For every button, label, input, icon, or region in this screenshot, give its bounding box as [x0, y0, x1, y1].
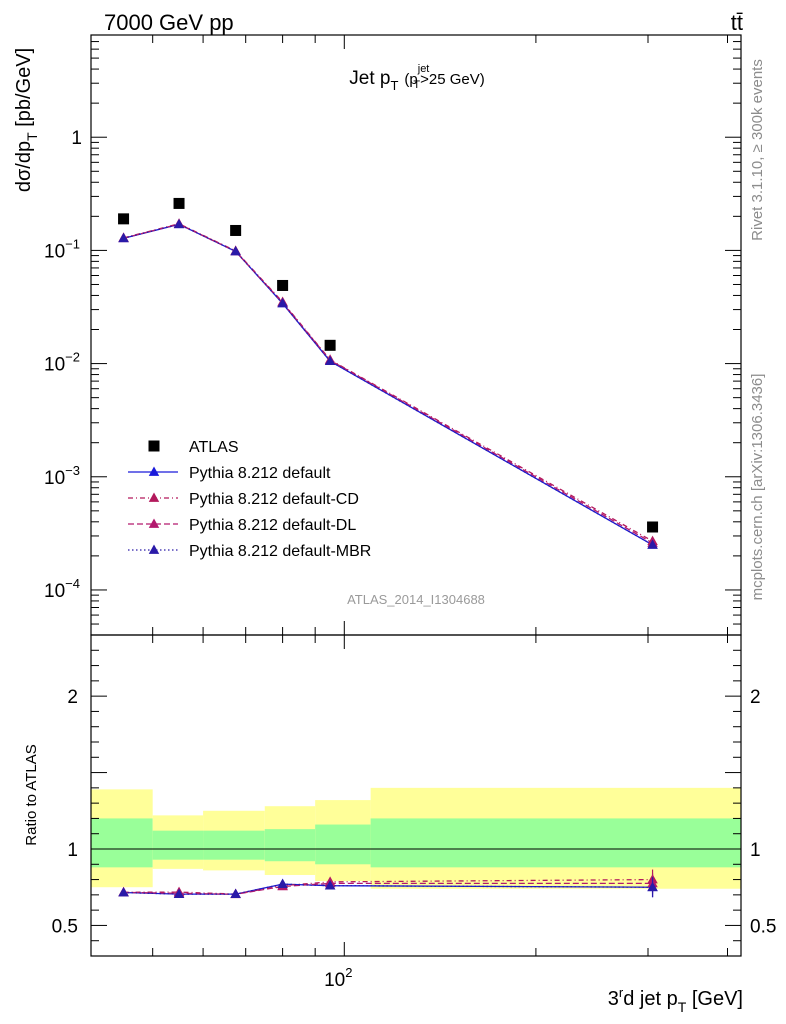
y-tick-label: 10−2 — [44, 350, 80, 376]
inner-uncertainty-band — [152, 830, 204, 860]
uncertainty-bands — [91, 787, 741, 889]
main-series-4-point — [647, 539, 658, 549]
legend-entry: Pythia 8.212 default-MBR — [128, 543, 371, 560]
ratio-series-3-point — [230, 888, 241, 898]
main-plot-series — [118, 197, 659, 549]
main-axis-ticks: 10−4 10−3 10−2 10−1 1 — [44, 34, 741, 636]
ratio-axis-ticks: 102 0.5 0.5 1 1 2 2 — [52, 635, 776, 991]
ratio-series-line-3 — [123, 883, 653, 895]
ratio-plot-series — [118, 869, 658, 899]
legend-label: Pythia 8.212 default-MBR — [189, 543, 371, 560]
x-axis-label: 3rd jet pT [GeV] — [608, 985, 743, 1015]
y-tick-label: 0.5 — [52, 916, 78, 937]
legend-triangle-marker — [148, 544, 160, 554]
y-tick-label-right: 2 — [750, 687, 761, 708]
header-process-label: tt̄ — [731, 10, 743, 35]
legend-entry: Pythia 8.212 default — [128, 465, 331, 482]
legend-triangle-marker — [148, 492, 160, 502]
main-series-4-point — [324, 355, 336, 366]
legend-label: ATLAS — [189, 439, 239, 456]
atlas-data-point — [277, 279, 289, 291]
legend-label: Pythia 8.212 default-DL — [189, 517, 356, 534]
inner-uncertainty-band — [91, 818, 153, 868]
y-tick-label-right: 1 — [750, 840, 761, 861]
ratio-series-3-point — [324, 880, 336, 890]
y-tick-label: 10−3 — [44, 463, 80, 489]
legend-label: Pythia 8.212 default — [189, 465, 331, 482]
ratio-series-3-point — [277, 878, 288, 889]
main-series-4-point — [118, 232, 129, 243]
legend: ATLAS Pythia 8.212 default Pythia 8.212 de… — [128, 439, 371, 560]
main-series-4-point — [277, 297, 288, 308]
inner-uncertainty-band — [264, 829, 316, 862]
mcplots-reference-label: mcplots.cern.ch [arXiv:1306.3436] — [749, 374, 766, 601]
ratio-series-line-2 — [123, 882, 653, 895]
y-tick-label: 10−4 — [44, 576, 80, 602]
y-tick-label-right: 0.5 — [750, 916, 776, 937]
y-tick-label: 2 — [67, 687, 78, 708]
rivet-version-label: Rivet 3.1.10, ≥ 300k events — [749, 59, 766, 241]
y-tick-label: 1 — [71, 128, 82, 149]
y-tick-label: 10−1 — [44, 236, 80, 262]
main-series-4-point — [230, 245, 241, 256]
ratio-series-3-point — [118, 887, 129, 897]
header-energy-label: 7000 GeV pp — [104, 10, 234, 35]
analysis-watermark: ATLAS_2014_I1304688 — [347, 592, 485, 607]
legend-entry: Pythia 8.212 default-DL — [128, 517, 356, 534]
plot-title: Jet pT (pjet T>25 GeV) — [349, 63, 484, 93]
legend-triangle-marker — [148, 466, 160, 476]
legend-triangle-marker — [148, 518, 160, 528]
legend-label: Pythia 8.212 default-CD — [189, 491, 359, 508]
atlas-data-point — [647, 521, 659, 533]
atlas-data-point — [230, 224, 242, 236]
main-series-line-3 — [123, 223, 653, 544]
y-tick-label: 1 — [67, 840, 78, 861]
atlas-data-point — [173, 197, 185, 209]
atlas-data-point — [324, 339, 336, 351]
main-series-4-point — [173, 218, 185, 229]
x-tick-label: 102 — [324, 965, 352, 991]
atlas-data-point — [118, 213, 130, 225]
main-plot-panel: 10−4 10−3 10−2 10−1 1 Jet pT (pjet T>25 GeV) d… — [13, 34, 742, 636]
legend-entry: Pythia 8.212 default-CD — [128, 491, 359, 508]
ratio-plot-panel: 102 0.5 0.5 1 1 2 2 Ratio to ATLAS 3rd jet pT … — [23, 634, 776, 1015]
ratio-plot-frame — [90, 634, 742, 957]
legend-entry: ATLAS — [148, 439, 239, 456]
inner-uncertainty-band — [370, 818, 741, 868]
inner-uncertainty-band — [315, 824, 371, 865]
ratio-y-axis-label: Ratio to ATLAS — [23, 744, 40, 845]
ratio-series-3-point — [173, 888, 185, 898]
inner-uncertainty-band — [203, 830, 265, 860]
legend-square-marker — [148, 440, 160, 452]
ratio-series-3-point — [647, 881, 658, 892]
main-y-axis-label: dσ/dpT [pb/GeV] — [13, 48, 40, 192]
